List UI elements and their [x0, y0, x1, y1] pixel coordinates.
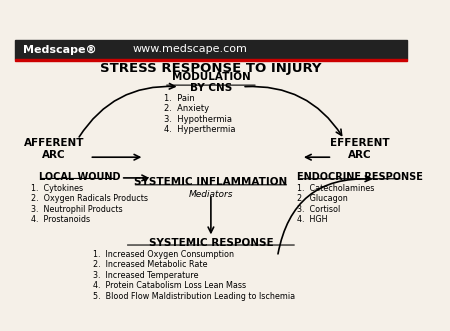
Text: STRESS RESPONSE TO INJURY: STRESS RESPONSE TO INJURY: [100, 62, 322, 75]
Text: 4.  Hyperthermia: 4. Hyperthermia: [164, 125, 235, 134]
Text: 3.  Neutrophil Products: 3. Neutrophil Products: [31, 205, 122, 214]
Text: 4.  Protein Catabolism Loss Lean Mass: 4. Protein Catabolism Loss Lean Mass: [93, 281, 247, 290]
Text: ENDOCRINE RESPONSE: ENDOCRINE RESPONSE: [297, 171, 423, 181]
Text: SYSTEMIC RESPONSE: SYSTEMIC RESPONSE: [148, 238, 273, 248]
Text: SYSTEMIC INFLAMMATION: SYSTEMIC INFLAMMATION: [134, 177, 288, 187]
Text: Mediators: Mediators: [189, 190, 233, 199]
Bar: [15, 59, 407, 61]
Text: 2.  Anxiety: 2. Anxiety: [164, 104, 209, 113]
Text: 5.  Blood Flow Maldistribution Leading to Ischemia: 5. Blood Flow Maldistribution Leading to…: [93, 292, 296, 301]
Text: 3.  Cortisol: 3. Cortisol: [297, 205, 340, 214]
Text: 1.  Increased Oxygen Consumption: 1. Increased Oxygen Consumption: [93, 250, 234, 259]
Text: 4.  Prostanoids: 4. Prostanoids: [31, 215, 90, 224]
Text: AFFERENT
ARC: AFFERENT ARC: [24, 138, 85, 160]
Bar: [15, 40, 407, 59]
Text: 2.  Increased Metabolic Rate: 2. Increased Metabolic Rate: [93, 260, 208, 269]
Text: 3.  Increased Temperature: 3. Increased Temperature: [93, 271, 199, 280]
Text: 3.  Hypothermia: 3. Hypothermia: [164, 115, 232, 124]
Text: www.medscape.com: www.medscape.com: [133, 44, 248, 55]
Text: 4.  HGH: 4. HGH: [297, 215, 328, 224]
Text: MODULATION
BY CNS: MODULATION BY CNS: [171, 72, 250, 93]
Text: 1.  Pain: 1. Pain: [164, 94, 194, 103]
Text: 2.  Oxygen Radicals Products: 2. Oxygen Radicals Products: [31, 195, 148, 204]
Text: 1.  Catecholamines: 1. Catecholamines: [297, 184, 374, 193]
Text: 1.  Cytokines: 1. Cytokines: [31, 184, 83, 193]
Text: Medscape®: Medscape®: [23, 44, 96, 55]
Text: EFFERENT
ARC: EFFERENT ARC: [330, 138, 390, 160]
Text: 2.  Glucagon: 2. Glucagon: [297, 195, 348, 204]
Text: LOCAL WOUND: LOCAL WOUND: [39, 171, 120, 181]
